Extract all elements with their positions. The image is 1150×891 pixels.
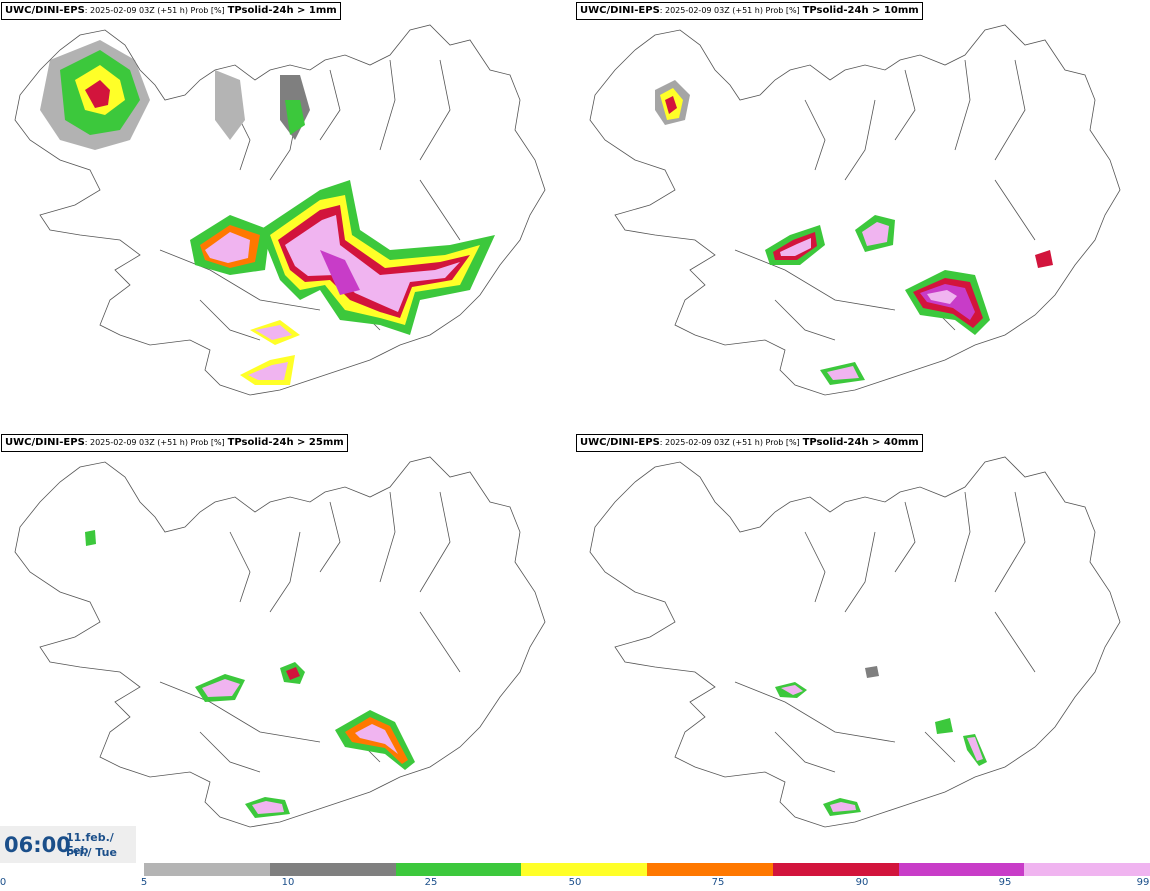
panel-source: UWC/DINI-EPS bbox=[5, 5, 85, 16]
panel-source: UWC/DINI-EPS bbox=[580, 5, 660, 16]
panel-variable: TPsolid-24h > 1mm bbox=[227, 5, 337, 16]
colorbar-tick-label: 10 bbox=[281, 877, 295, 888]
colorbar-segment bbox=[521, 863, 647, 876]
panel-meta: : 2025-02-09 03Z (+51 h) Prob [%] bbox=[84, 6, 225, 15]
panel-variable: TPsolid-24h > 25mm bbox=[227, 437, 344, 448]
map-panel-10mm: UWC/DINI-EPS: 2025-02-09 03Z (+51 h) Pro… bbox=[575, 0, 1150, 432]
colorbar-segment bbox=[144, 863, 270, 876]
prob-contours bbox=[85, 530, 415, 818]
valid-time: 06:00 bbox=[4, 833, 71, 857]
colorbar-segment bbox=[898, 863, 1025, 876]
panel-variable: TPsolid-24h > 10mm bbox=[802, 5, 919, 16]
iceland-outline bbox=[14, 456, 546, 828]
panel-title: UWC/DINI-EPS: 2025-02-09 03Z (+51 h) Pro… bbox=[1, 2, 341, 20]
valid-date-line2: Þri./ Tue bbox=[66, 846, 117, 859]
iceland-map bbox=[14, 456, 546, 828]
iceland-outline bbox=[589, 456, 1121, 828]
panel-title: UWC/DINI-EPS: 2025-02-09 03Z (+51 h) Pro… bbox=[576, 434, 923, 452]
colorbar-tick-label: 75 bbox=[711, 877, 725, 888]
colorbar-segment bbox=[269, 863, 396, 876]
colorbar-tick-label: 50 bbox=[568, 877, 582, 888]
panel-meta: : 2025-02-09 03Z (+51 h) Prob [%] bbox=[659, 438, 800, 447]
prob-contours bbox=[40, 40, 495, 385]
map-panel-1mm: UWC/DINI-EPS: 2025-02-09 03Z (+51 h) Pro… bbox=[0, 0, 575, 432]
colorbar-tick-label: 5 bbox=[140, 877, 148, 888]
colorbar-tick-label: 25 bbox=[424, 877, 438, 888]
colorbar-tick-label: 95 bbox=[998, 877, 1012, 888]
panel-source: UWC/DINI-EPS bbox=[5, 437, 85, 448]
iceland-outline bbox=[589, 24, 1121, 396]
colorbar-segment bbox=[1024, 863, 1150, 876]
panel-title: UWC/DINI-EPS: 2025-02-09 03Z (+51 h) Pro… bbox=[576, 2, 923, 20]
prob-contours bbox=[655, 80, 1053, 385]
colorbar-segment bbox=[647, 863, 773, 876]
colorbar-tick-label: 90 bbox=[855, 877, 869, 888]
iceland-map bbox=[589, 24, 1121, 396]
colorbar-tick-label: 99 bbox=[1136, 877, 1150, 888]
colorbar-segment bbox=[395, 863, 522, 876]
panel-title: UWC/DINI-EPS: 2025-02-09 03Z (+51 h) Pro… bbox=[1, 434, 348, 452]
colorbar-tick-label: 0 bbox=[0, 877, 7, 888]
probability-colorbar bbox=[144, 863, 1150, 876]
map-panel-25mm: UWC/DINI-EPS: 2025-02-09 03Z (+51 h) Pro… bbox=[0, 432, 575, 864]
iceland-map bbox=[589, 456, 1121, 828]
valid-time-box: 06:00 11.feb./ Feb Þri./ Tue bbox=[0, 826, 136, 863]
iceland-map bbox=[14, 24, 546, 396]
panel-variable: TPsolid-24h > 40mm bbox=[802, 437, 919, 448]
panel-meta: : 2025-02-09 03Z (+51 h) Prob [%] bbox=[84, 438, 225, 447]
panel-source: UWC/DINI-EPS bbox=[580, 437, 660, 448]
map-panel-40mm: UWC/DINI-EPS: 2025-02-09 03Z (+51 h) Pro… bbox=[575, 432, 1150, 864]
valid-date-line1: 11.feb./ Feb bbox=[66, 831, 114, 857]
prob-contours bbox=[775, 666, 987, 816]
colorbar-segment bbox=[772, 863, 899, 876]
panel-meta: : 2025-02-09 03Z (+51 h) Prob [%] bbox=[659, 6, 800, 15]
